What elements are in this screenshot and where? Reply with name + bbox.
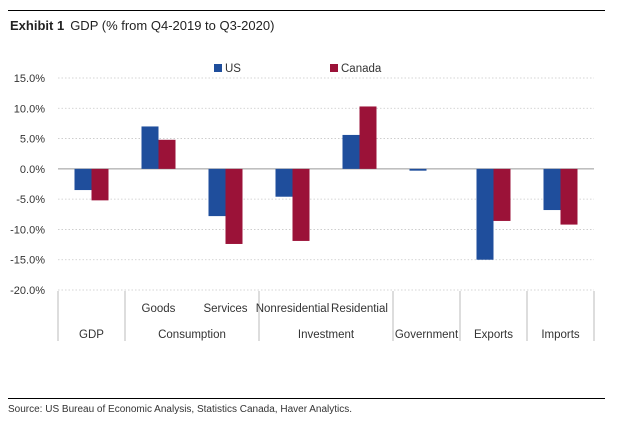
category-label: Residential [331, 303, 388, 315]
category-label: Services [203, 303, 247, 315]
bar-us-residential [342, 134, 360, 169]
bar-us-exports [476, 168, 494, 260]
group-label: GDP [79, 329, 104, 341]
group-label: Imports [541, 329, 580, 341]
bar-us-imports [543, 168, 561, 211]
bar-us-gdp [74, 168, 92, 191]
group-label: Investment [298, 329, 355, 341]
bar-canada-exports [493, 168, 511, 221]
bottom-rule [8, 398, 605, 399]
bar-us-services [208, 168, 226, 217]
exhibit-label: Exhibit 1 [10, 18, 65, 33]
y-tick-label: -15.0% [10, 255, 45, 267]
bar-canada-residential [359, 106, 377, 169]
chart-title: Exhibit 1 GDP (% from Q4-2019 to Q3-2020) [10, 18, 274, 33]
y-tick-label: 5.0% [20, 134, 45, 146]
bar-us-nonresidential [275, 168, 293, 197]
y-tick-label: 15.0% [14, 73, 45, 85]
bar-canada-services [225, 168, 243, 244]
y-tick-label: -5.0% [16, 194, 45, 206]
category-label: Goods [142, 303, 176, 315]
bar-canada-goods [158, 139, 176, 169]
group-label: Government [395, 329, 459, 341]
bar-us-goods [141, 126, 159, 169]
top-rule [8, 10, 605, 11]
y-tick-label: -10.0% [10, 224, 45, 236]
source-note: Source: US Bureau of Economic Analysis, … [8, 404, 353, 415]
bar-canada-imports [560, 168, 578, 225]
y-tick-label: -20.0% [10, 285, 45, 297]
legend-swatch-canada [330, 64, 338, 72]
bar-canada-gdp [91, 168, 109, 201]
title-text: GDP (% from Q4-2019 to Q3-2020) [70, 18, 275, 33]
y-tick-label: 0.0% [20, 164, 45, 176]
category-label: Nonresidential [256, 303, 330, 315]
group-label: Exports [474, 329, 513, 341]
legend-label-us: US [225, 63, 241, 75]
legend-swatch-us [214, 64, 222, 72]
bar-canada-nonresidential [292, 168, 310, 241]
group-label: Consumption [158, 329, 226, 341]
bar-us-government [409, 168, 427, 171]
legend-label-canada: Canada [341, 63, 382, 75]
y-tick-label: 10.0% [14, 103, 45, 115]
